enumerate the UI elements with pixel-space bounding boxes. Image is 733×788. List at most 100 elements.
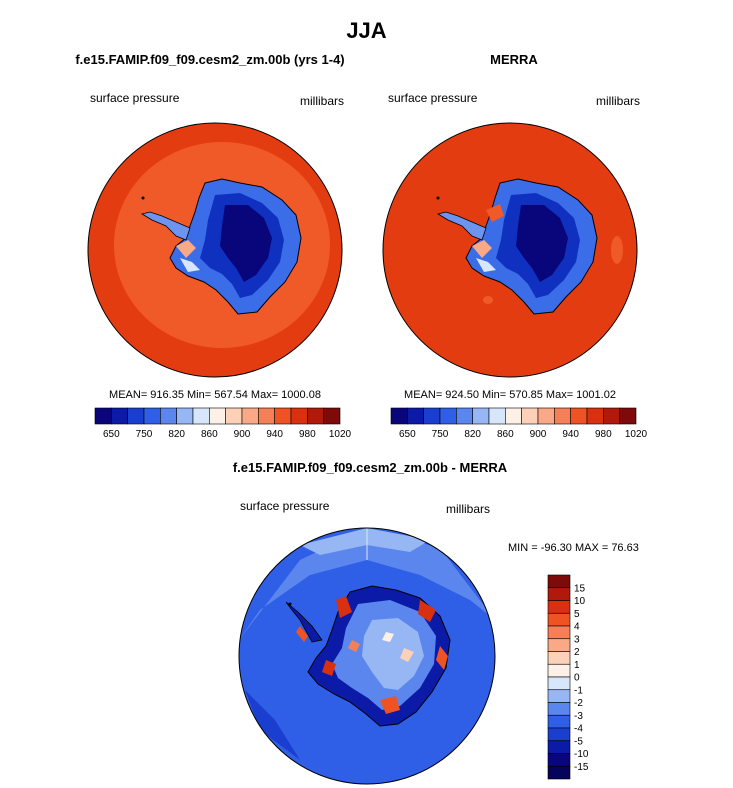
- colorbar-difference-tick-label: 3: [574, 634, 580, 645]
- colorbar-difference-swatch: [547, 651, 571, 665]
- colorbar-merra-swatch: [586, 407, 604, 425]
- colorbar-model-tick-label: 860: [201, 429, 218, 440]
- colorbar-model-swatch: [274, 407, 292, 425]
- colorbar-difference-swatch: [547, 689, 571, 703]
- colorbar-merra-swatch: [407, 407, 424, 425]
- colorbar-model-swatch: [241, 407, 259, 425]
- colorbar-model: 650 750 820 860 900 940 980 1020: [94, 407, 352, 440]
- colorbar-difference-swatch: [547, 638, 571, 652]
- colorbar-difference-tick-label: -1: [574, 685, 583, 696]
- colorbar-difference-swatch: [547, 676, 571, 691]
- panel1-stats: MEAN= 916.35 Min= 567.54 Max= 1000.08: [109, 389, 321, 401]
- colorbar-difference-tick-label: -2: [574, 698, 583, 709]
- colorbar-difference-tick-label: 2: [574, 647, 580, 658]
- colorbar-merra-tick-label: 1020: [625, 429, 648, 440]
- colorbar-model-tick-label: 650: [103, 429, 120, 440]
- colorbar-merra-tick-label: 750: [432, 429, 449, 440]
- colorbar-difference-tick-label: 0: [574, 673, 580, 684]
- colorbar-difference-swatch: [547, 740, 571, 754]
- colorbar-difference-swatch: [547, 574, 571, 589]
- colorbar-merra-swatch: [570, 407, 588, 425]
- colorbar-merra-tick-label: 860: [497, 429, 514, 440]
- colorbar-difference-swatch: [547, 625, 571, 640]
- colorbar-merra-swatch: [537, 407, 555, 425]
- colorbar-difference-tick-label: 5: [574, 609, 580, 620]
- colorbar-merra-swatch: [472, 407, 490, 425]
- colorbar-model-swatch: [176, 407, 194, 425]
- colorbar-model-swatch: [127, 407, 145, 425]
- figure-title: JJA: [346, 18, 387, 43]
- colorbar-difference-swatch: [547, 753, 571, 767]
- colorbar-model-tick-label: 820: [168, 429, 185, 440]
- colorbar-merra-tick-label: 940: [562, 429, 579, 440]
- colorbar-difference-swatch: [547, 587, 571, 601]
- panel3-title: f.e15.FAMIP.f09_f09.cesm2_zm.00b - MERRA: [232, 460, 508, 475]
- panel2-title: MERRA: [490, 52, 538, 67]
- panel3-right-label: millibars: [446, 502, 491, 516]
- colorbar-merra-swatch: [390, 407, 408, 425]
- colorbar-merra-swatch: [521, 407, 539, 425]
- map-difference: [238, 527, 496, 785]
- colorbar-difference-tick-label: 10: [574, 596, 586, 607]
- colorbar-model-tick-label: 750: [136, 429, 153, 440]
- colorbar-merra-tick-label: 650: [399, 429, 416, 440]
- colorbar-difference-tick-label: -15: [574, 762, 589, 773]
- colorbar-difference-swatch: [547, 727, 571, 742]
- colorbar-difference-tick-label: -5: [574, 736, 583, 747]
- colorbar-difference-swatch: [547, 714, 571, 729]
- colorbar-merra-tick-label: 820: [464, 429, 481, 440]
- panel3-left-label: surface pressure: [240, 499, 330, 513]
- colorbar-model-swatch: [192, 407, 210, 425]
- colorbar-merra-swatch: [456, 407, 473, 425]
- colorbar-difference-tick-label: -10: [574, 749, 589, 760]
- map-merra: [382, 122, 638, 378]
- panel1-left-label: surface pressure: [90, 91, 180, 105]
- colorbar-merra-swatch: [603, 407, 620, 425]
- map-merra-peninsula: [436, 211, 487, 241]
- colorbar-difference-swatch: [547, 600, 571, 614]
- colorbar-model-swatch: [143, 407, 161, 425]
- colorbar-model-tick-label: 980: [299, 429, 316, 440]
- colorbar-merra-tick-label: 900: [530, 429, 547, 440]
- panel1-right-label: millibars: [300, 94, 345, 108]
- colorbar-merra-swatch: [439, 407, 457, 425]
- colorbar-model-tick-label: 1020: [329, 429, 352, 440]
- colorbar-difference-tick-label: 4: [574, 622, 580, 633]
- colorbar-model-tick-label: 940: [266, 429, 283, 440]
- colorbar-merra-swatch: [619, 407, 637, 425]
- panel2-left-label: surface pressure: [388, 91, 478, 105]
- colorbar-model-swatch: [209, 407, 226, 425]
- map-model: [87, 122, 343, 378]
- colorbar-difference-tick-label: 1: [574, 660, 580, 671]
- panel2-right-label: millibars: [596, 94, 641, 108]
- colorbar-merra-swatch: [488, 407, 506, 425]
- colorbar-difference-swatch: [547, 612, 571, 627]
- colorbar-model-swatch: [111, 407, 128, 425]
- map-model-interior-2: [220, 205, 272, 282]
- colorbar-merra-swatch: [554, 407, 571, 425]
- colorbar-merra-swatch: [505, 407, 522, 425]
- colorbar-model-swatch: [160, 407, 177, 425]
- map-model-peninsula: [140, 211, 191, 241]
- colorbar-model-swatch: [323, 407, 341, 425]
- panel3-stats: MIN = -96.30 MAX = 76.63: [508, 542, 639, 554]
- colorbar-difference-tick-label: -4: [574, 724, 583, 735]
- colorbar-merra-tick-label: 980: [595, 429, 612, 440]
- colorbar-difference-tick-label: 15: [574, 583, 586, 594]
- panel1-title: f.e15.FAMIP.f09_f09.cesm2_zm.00b (yrs 1-…: [75, 52, 345, 67]
- colorbar-model-swatch: [290, 407, 308, 425]
- colorbar-merra: 650 750 820 860 900 940 980 1020: [390, 407, 648, 440]
- colorbar-model-swatch: [225, 407, 243, 425]
- colorbar-difference-swatch: [547, 702, 571, 716]
- colorbar-model-swatch: [258, 407, 275, 425]
- colorbar-difference-swatch: [547, 765, 571, 780]
- colorbar-model-swatch: [94, 407, 112, 425]
- panel2-stats: MEAN= 924.50 Min= 570.85 Max= 1001.02: [404, 389, 616, 401]
- colorbar-model-tick-label: 900: [234, 429, 251, 440]
- colorbar-difference-tick-label: -3: [574, 711, 583, 722]
- colorbar-difference-swatch: [547, 663, 571, 678]
- colorbar-model-swatch: [307, 407, 324, 425]
- colorbar-merra-swatch: [423, 407, 441, 425]
